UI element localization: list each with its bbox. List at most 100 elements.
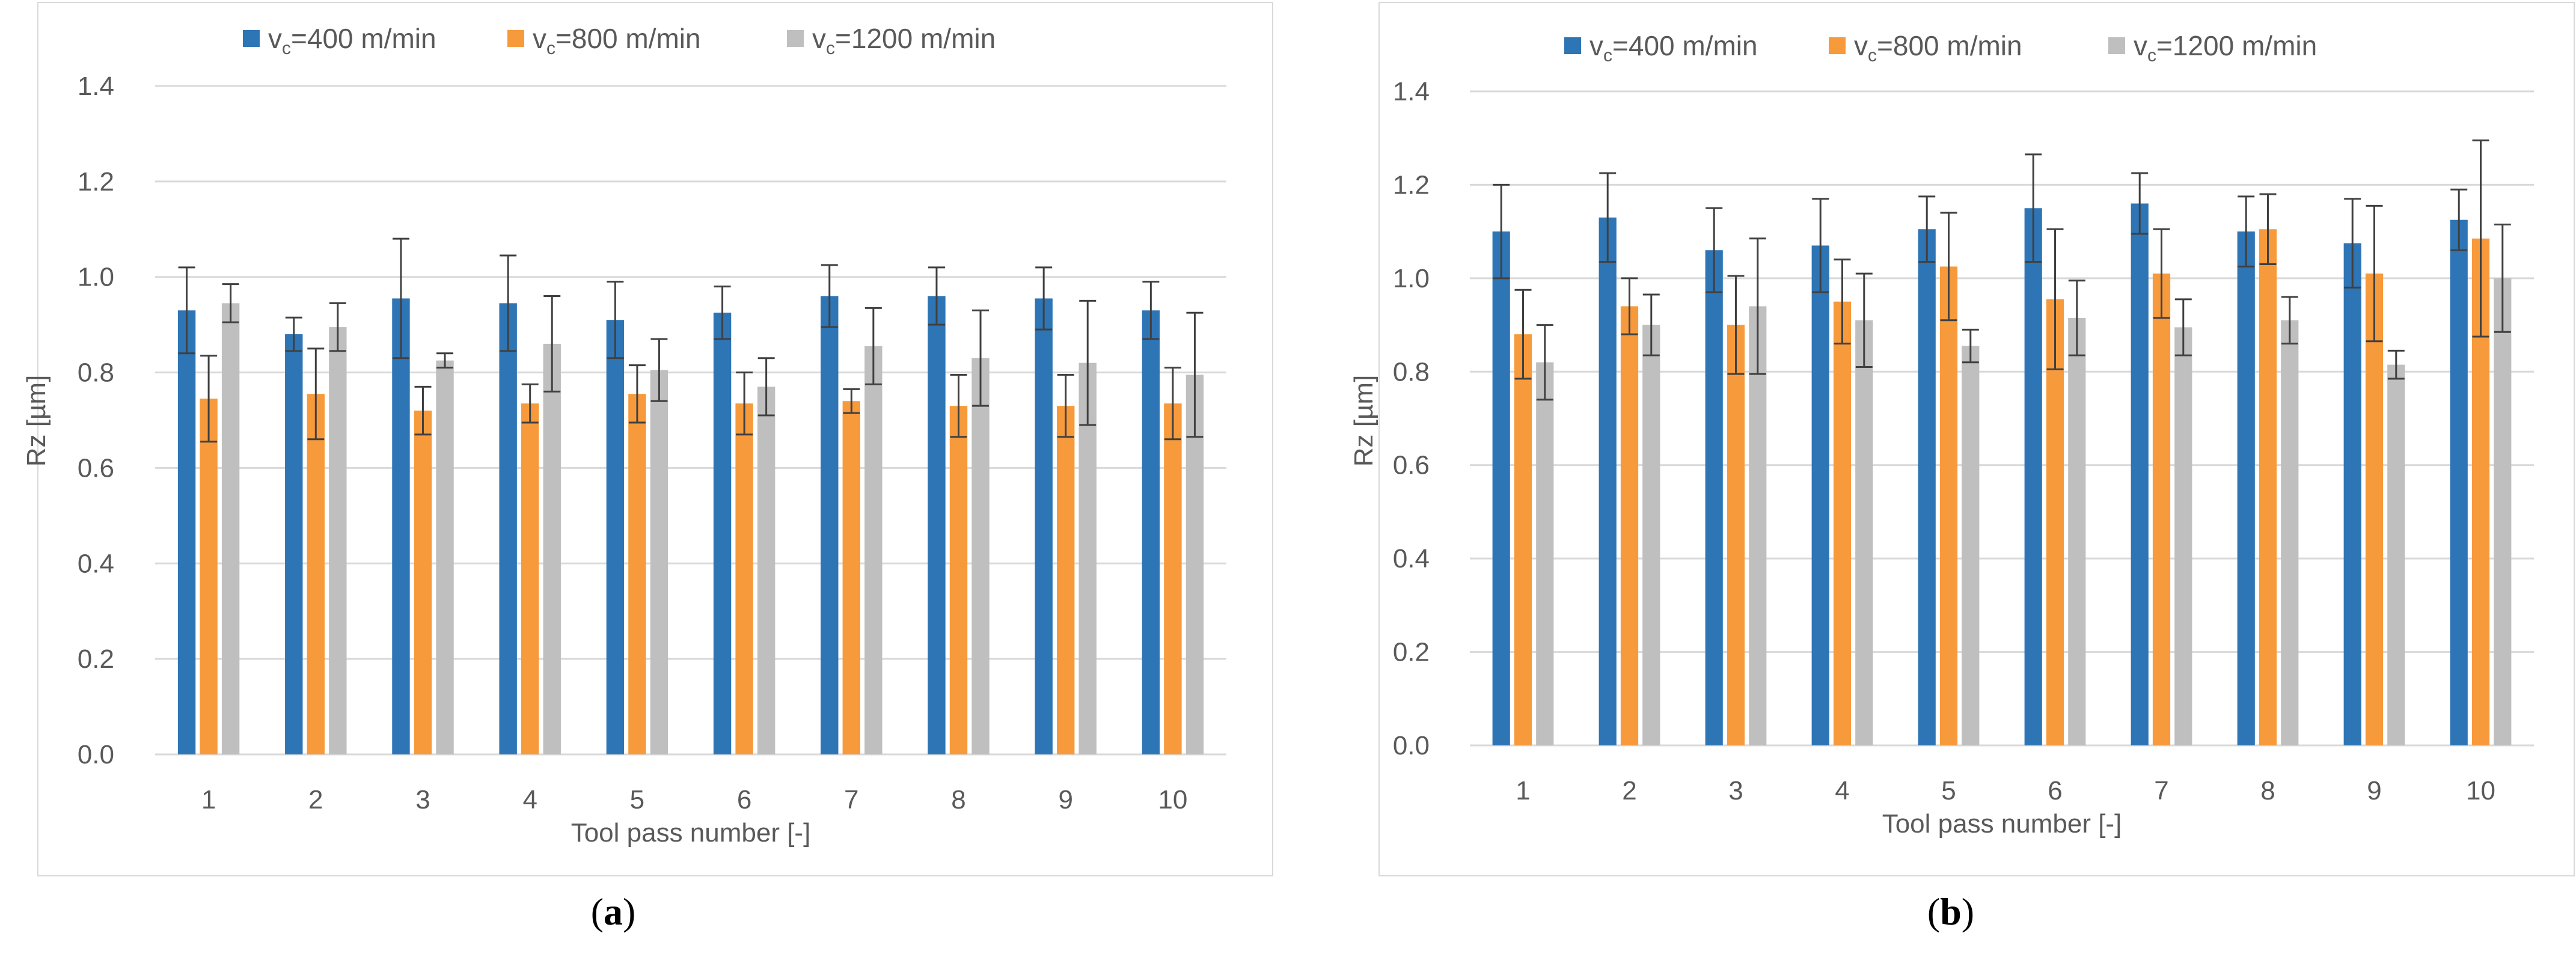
error-bar — [2153, 228, 2170, 319]
error-bar — [1142, 281, 1160, 340]
x-axis-title: Tool pass number [-] — [1882, 809, 2122, 839]
error-bar — [950, 374, 967, 438]
y-tick-label: 1.0 — [78, 263, 114, 292]
bar — [1492, 231, 1510, 746]
error-bar — [864, 307, 882, 385]
error-bar — [1493, 183, 1510, 280]
x-tick-label: 3 — [1728, 776, 1743, 805]
bar — [1142, 310, 1160, 754]
error-bar — [2281, 296, 2298, 345]
bar — [177, 310, 196, 754]
bar — [1620, 306, 1639, 745]
bar — [1705, 250, 1723, 745]
bar — [1939, 266, 1958, 745]
error-bar — [972, 309, 990, 407]
bar — [1918, 229, 1936, 745]
error-bar — [1706, 207, 1723, 293]
y-tick-label: 0.2 — [1393, 638, 1430, 667]
legend-swatch — [507, 30, 524, 47]
error-bar — [2131, 172, 2149, 235]
legend-entry: vc=400 m/min — [1589, 30, 1758, 66]
y-tick-label: 0.4 — [78, 549, 114, 578]
bar — [2237, 231, 2255, 746]
y-tick-label: 0.2 — [78, 644, 114, 674]
bar — [2343, 243, 2361, 746]
bar — [1833, 301, 1852, 745]
bar — [2046, 299, 2064, 745]
error-bar — [1057, 374, 1074, 438]
legend-swatch — [1829, 37, 1846, 54]
bar — [1514, 334, 1532, 745]
error-bar — [2068, 280, 2085, 356]
error-bar — [1599, 172, 1617, 263]
y-tick-label: 0.0 — [78, 740, 114, 769]
error-bar — [2450, 188, 2468, 251]
error-bar — [1727, 275, 1745, 375]
error-bar — [500, 254, 517, 352]
error-bar — [1918, 195, 1936, 263]
error-bar — [2494, 223, 2511, 333]
bar — [436, 360, 454, 754]
error-bar — [2046, 228, 2064, 370]
legend-entry: vc=800 m/min — [533, 23, 701, 58]
bar — [842, 401, 861, 754]
x-tick-label: 2 — [1622, 776, 1636, 805]
y-tick-label: 1.4 — [1393, 77, 1430, 106]
legend-entry: vc=1200 m/min — [812, 23, 996, 58]
bar — [606, 320, 625, 754]
error-bar — [1079, 299, 1097, 426]
bar — [1536, 362, 1554, 745]
error-bar — [222, 283, 239, 323]
error-bar — [436, 352, 454, 369]
y-tick-label: 0.8 — [1393, 357, 1430, 387]
error-bar — [928, 266, 945, 326]
error-bar — [757, 357, 775, 417]
x-tick-label: 8 — [951, 785, 965, 815]
error-bar — [2025, 153, 2042, 263]
bar — [329, 327, 347, 754]
bar — [650, 370, 668, 754]
x-tick-label: 9 — [1058, 785, 1072, 815]
y-tick-label: 0.8 — [78, 358, 114, 388]
error-bar — [650, 338, 668, 402]
y-tick-label: 1.2 — [78, 167, 114, 197]
bar — [1035, 298, 1053, 754]
x-tick-label: 1 — [1516, 776, 1530, 805]
bar — [2387, 364, 2405, 745]
caption-a: (a) — [590, 890, 636, 933]
y-tick-label: 1.4 — [78, 72, 114, 101]
error-bar — [1855, 272, 1873, 368]
x-tick-label: 5 — [630, 785, 644, 815]
error-bar — [1514, 289, 1532, 380]
error-bar — [2259, 193, 2277, 266]
error-bar — [1536, 324, 1553, 401]
chart-b: 0.0 0.2 0.4 0.6 0.8 1.0 1.2 1.4 1 2 3 4 5 6 7 8 9 10 Tool … — [1349, 30, 2534, 839]
error-bar — [1812, 198, 1829, 293]
bar — [2259, 229, 2277, 745]
error-bar — [521, 383, 539, 424]
x-tick-label: 8 — [2260, 776, 2275, 805]
bar — [1599, 217, 1617, 745]
error-bar — [1962, 328, 1979, 364]
bar — [2174, 327, 2192, 745]
x-tick-label: 6 — [737, 785, 751, 815]
error-bar — [543, 295, 561, 393]
bar — [2024, 208, 2042, 745]
error-bar — [307, 347, 325, 441]
error-bar — [1834, 258, 1851, 345]
x-tick-label: 10 — [2466, 776, 2495, 805]
bar — [521, 403, 539, 754]
y-tick-label: 0.6 — [78, 453, 114, 483]
error-bar — [714, 286, 731, 340]
bar — [307, 394, 325, 754]
bar — [2365, 274, 2384, 746]
bar — [864, 346, 883, 754]
error-bar — [628, 364, 646, 424]
x-tick-label: 7 — [844, 785, 858, 815]
bar — [713, 313, 732, 754]
bar — [543, 343, 561, 754]
error-bar — [2174, 298, 2192, 356]
y-tick-label: 0.6 — [1393, 451, 1430, 480]
x-tick-label: 6 — [2048, 776, 2062, 805]
